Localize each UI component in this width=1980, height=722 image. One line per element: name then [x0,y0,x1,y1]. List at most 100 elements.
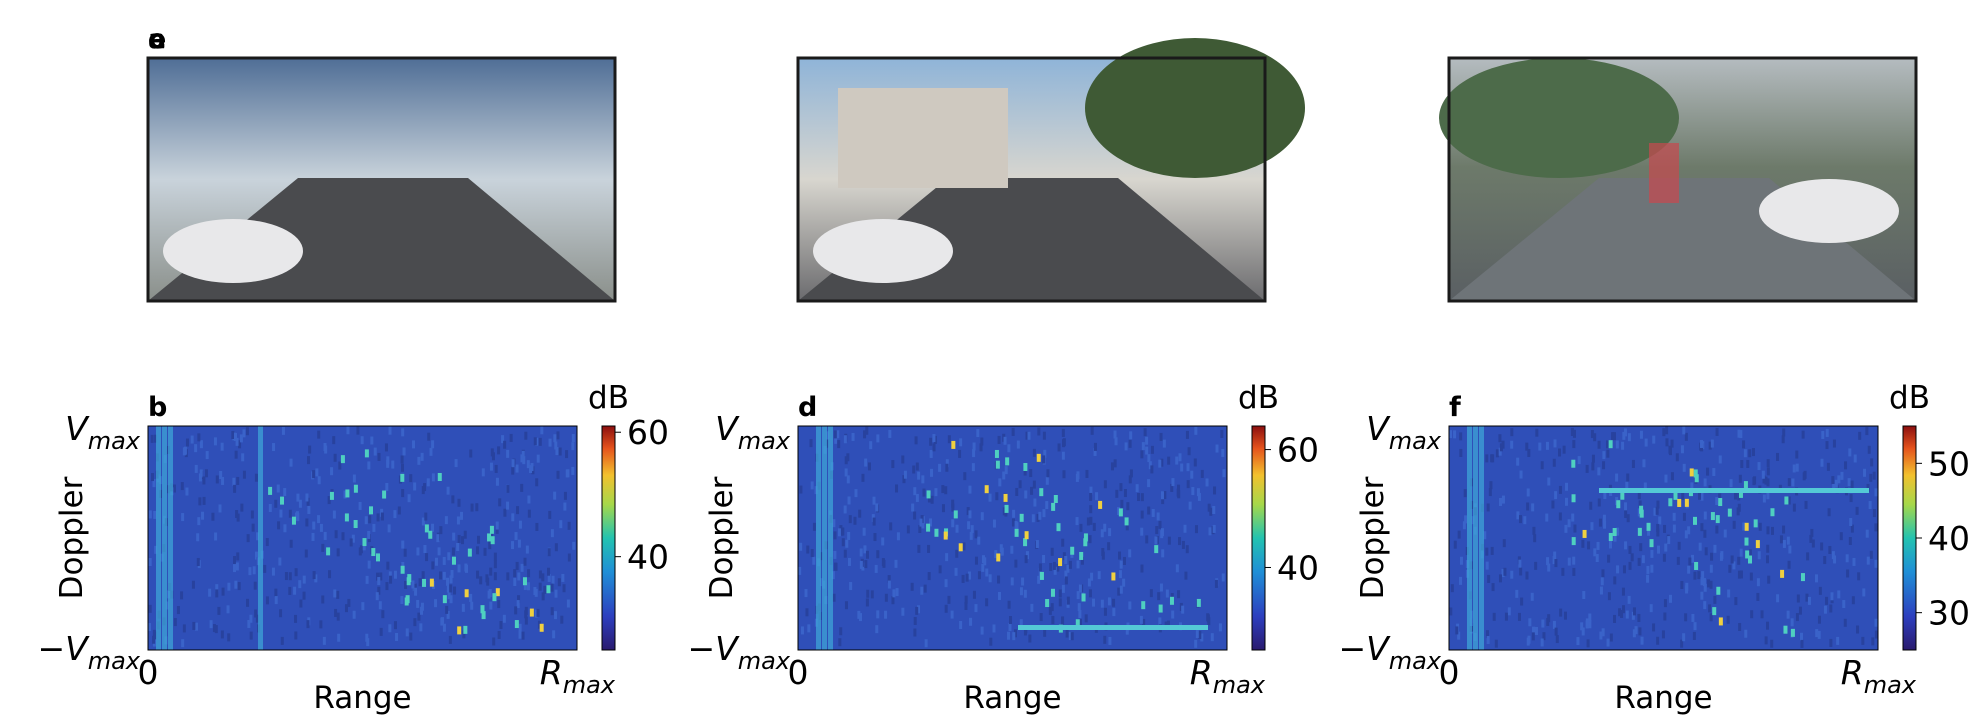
heatmap-noise [1700,591,1704,600]
heatmap-noise [1037,575,1041,584]
heatmap-noise [451,495,455,504]
heatmap-noise [506,501,510,510]
x-tick-label: Rmax [540,653,616,699]
heatmap-noise [1516,457,1520,466]
heatmap-noise [1042,554,1046,563]
heatmap-noise [234,580,238,589]
heatmap-noise [233,564,237,573]
heatmap-noise [1685,582,1689,591]
heatmap-noise [1143,428,1147,437]
heatmap-noise [869,441,873,450]
y-tick-label: Vmax [1366,409,1442,455]
heatmap-noise [470,503,474,512]
heatmap-noise [1615,440,1619,449]
heatmap-noise [479,576,483,585]
heatmap-dot [1649,539,1654,548]
heatmap-noise [1031,514,1035,523]
heatmap-noise [1019,619,1023,628]
heatmap-noise [1738,622,1742,631]
heatmap-noise [249,614,253,623]
heatmap-noise [388,571,392,580]
heatmap-noise [833,550,837,559]
heatmap-noise [271,567,275,576]
heatmap-noise [533,437,537,446]
heatmap-noise [323,531,327,540]
heatmap-noise [1638,627,1642,636]
heatmap-noise [541,573,545,582]
heatmap-noise [1603,520,1607,529]
heatmap-noise [535,478,539,487]
heatmap-noise [1758,522,1762,531]
heatmap-noise [1490,546,1494,555]
heatmap-noise [1488,488,1492,497]
heatmap-noise [543,585,547,594]
heatmap-noise [514,606,518,615]
heatmap-noise [1676,556,1680,565]
x-tick-label-main: R [1190,653,1213,692]
heatmap-noise [278,557,282,566]
heatmap-noise [1038,563,1042,572]
heatmap-noise [554,611,558,620]
heatmap-noise [242,470,246,479]
heatmap-noise [1687,526,1691,535]
heatmap-noise [227,582,231,591]
heatmap-noise [1837,475,1841,484]
heatmap-noise [463,530,467,539]
heatmap-noise [1489,481,1493,490]
heatmap-noise [972,442,976,451]
heatmap-noise [920,586,924,595]
heatmap-noise [240,503,244,512]
heatmap-noise [1021,577,1025,586]
heatmap-noise [268,503,272,512]
heatmap-noise [364,516,368,525]
heatmap-noise [1457,530,1461,539]
heatmap-dot [1616,500,1621,509]
heatmap-noise [567,553,571,562]
heatmap-noise [1766,526,1770,535]
heatmap-noise [454,459,458,468]
heatmap-noise [1181,605,1185,614]
heatmap-noise [954,567,958,576]
heatmap-noise [527,569,531,578]
heatmap-noise [1866,483,1870,492]
heatmap-noise [1631,611,1635,620]
heatmap-noise [1198,630,1202,639]
heatmap-noise [421,517,425,526]
heatmap-noise [1701,571,1705,580]
heatmap-noise [1843,618,1847,627]
heatmap-noise [449,595,453,604]
heatmap-noise [1049,563,1053,572]
heatmap-noise [1037,427,1041,436]
heatmap-noise [848,515,852,524]
heatmap-noise [1039,613,1043,622]
heatmap-noise [1850,524,1854,533]
heatmap-noise [397,506,401,515]
x-tick-label: Rmax [1841,653,1917,699]
heatmap-noise [400,596,404,605]
x-tick-label: Rmax [1190,653,1266,699]
heatmap-noise [1076,591,1080,600]
heatmap-noise [494,464,498,473]
heatmap-noise [921,475,925,484]
heatmap-noise [1128,439,1132,448]
heatmap-noise [1558,512,1562,521]
heatmap-noise [1042,509,1046,518]
heatmap-noise [1693,622,1697,631]
heatmap-noise [387,524,391,533]
heatmap-noise [1449,430,1453,439]
heatmap-noise [854,489,858,498]
heatmap-noise [1108,528,1112,537]
heatmap-noise [1740,460,1744,469]
heatmap-dot [1684,498,1689,507]
heatmap-noise [420,606,424,615]
heatmap-dot [514,620,519,629]
heatmap-noise [1058,589,1062,598]
heatmap-noise [962,542,966,551]
heatmap-dot [400,473,405,482]
heatmap-dot [522,577,527,586]
heatmap-dot [934,528,939,537]
heatmap-noise [197,517,201,526]
heatmap-noise [294,631,298,640]
heatmap-noise [1000,547,1004,556]
